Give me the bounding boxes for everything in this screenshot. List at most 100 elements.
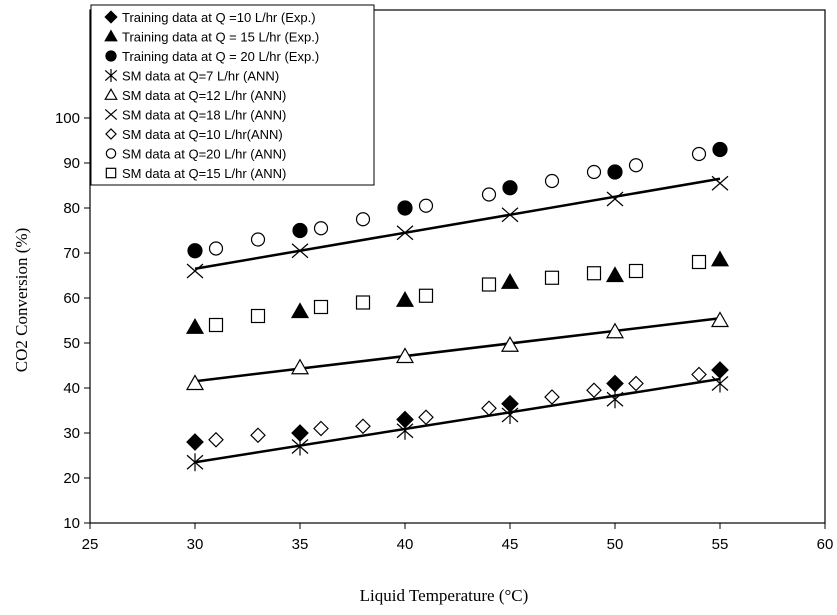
y-tick-label: 40	[63, 380, 80, 397]
data-point	[710, 250, 730, 267]
data-point	[104, 88, 118, 100]
data-point	[500, 336, 520, 352]
data-point	[313, 299, 329, 315]
x-tick-label: 30	[187, 536, 204, 553]
data-point	[586, 164, 602, 180]
x-tick-label: 55	[712, 536, 729, 553]
data-point	[186, 433, 204, 451]
data-point	[502, 180, 518, 196]
plot-area	[89, 9, 826, 524]
data-point	[104, 69, 118, 82]
data-point	[355, 212, 371, 227]
data-point	[500, 273, 520, 289]
data-point	[395, 347, 415, 364]
data-point	[313, 221, 329, 236]
data-point	[712, 141, 728, 158]
data-point	[292, 222, 308, 239]
y-ticks: 10 20 30 40 50 60 70 80 90 100	[55, 110, 90, 532]
legend-entry: SM data at Q=7 L/hr (ANN)	[122, 69, 279, 84]
data-point	[104, 29, 118, 42]
data-point	[208, 241, 224, 256]
data-point	[355, 295, 371, 310]
data-point	[605, 322, 625, 339]
data-point	[544, 389, 560, 405]
y-tick-label: 50	[63, 335, 80, 352]
data-point	[396, 410, 414, 429]
y-tick-label: 20	[63, 470, 80, 487]
data-point	[208, 317, 224, 333]
legend-entry: SM data at Q=10 L/hr(ANN)	[122, 127, 283, 142]
data-point	[291, 243, 309, 259]
data-point	[501, 207, 519, 223]
data-point	[396, 225, 414, 241]
data-point	[208, 431, 224, 448]
data-point	[544, 270, 560, 285]
data-point	[606, 390, 624, 409]
data-point	[418, 409, 434, 426]
data-point	[586, 266, 602, 281]
data-point	[395, 291, 415, 307]
data-point	[186, 453, 204, 472]
data-point	[544, 173, 560, 189]
data-point	[711, 175, 729, 191]
legend-entry: SM data at Q=12 L/hr (ANN)	[122, 88, 286, 103]
data-point	[586, 382, 602, 399]
data-point	[606, 374, 624, 393]
data-point	[397, 200, 413, 216]
data-point	[291, 424, 309, 442]
y-tick-label: 100	[55, 110, 80, 127]
data-point	[250, 427, 266, 444]
x-tick-label: 60	[817, 536, 834, 553]
data-point	[628, 158, 644, 173]
y-tick-label: 80	[63, 200, 80, 217]
legend-box	[90, 4, 375, 186]
legend-entry: Training data at Q =10 L/hr (Exp.)	[122, 10, 316, 25]
data-point	[691, 366, 707, 383]
data-point	[418, 288, 434, 303]
y-axis-title: CO2 Conversion (%)	[12, 228, 31, 372]
x-tick-label: 25	[82, 536, 99, 553]
data-point	[481, 187, 497, 202]
x-tick-label: 45	[502, 536, 519, 553]
legend-entry: Training data at Q = 15 L/hr (Exp.)	[122, 30, 319, 45]
data-point	[104, 10, 118, 24]
data-point	[105, 128, 117, 140]
data-point	[628, 263, 644, 279]
data-point	[313, 420, 329, 437]
plot-frame	[89, 9, 826, 524]
data-point	[605, 266, 625, 283]
data-point	[104, 109, 118, 120]
data-point	[185, 318, 205, 334]
trend-lines	[194, 177, 721, 464]
data-point	[710, 311, 730, 328]
data-point	[607, 164, 623, 180]
y-tick-label: 60	[63, 290, 80, 307]
x-tick-label: 35	[292, 536, 309, 553]
x-ticks: 25 30 35 40 45 50 55 60	[82, 523, 834, 553]
legend-entry: SM data at Q=15 L/hr (ANN)	[122, 166, 286, 181]
data-point	[481, 400, 497, 417]
data-point	[105, 50, 117, 62]
x-tick-label: 50	[607, 536, 624, 553]
data-point	[250, 308, 266, 324]
y-tick-label: 10	[63, 515, 80, 532]
data-point	[290, 358, 310, 375]
data-point	[186, 263, 204, 279]
data-point	[606, 191, 624, 207]
legend-entry: SM data at Q=20 L/hr (ANN)	[122, 147, 286, 162]
data-point	[711, 361, 729, 379]
data-point	[691, 254, 707, 270]
y-tick-label: 90	[63, 155, 80, 172]
data-point	[628, 375, 644, 392]
data-point	[250, 232, 266, 247]
y-tick-label: 30	[63, 425, 80, 442]
data-point	[187, 243, 203, 259]
data-point	[355, 418, 371, 435]
y-tick-label: 70	[63, 245, 80, 262]
data-markers	[185, 141, 730, 472]
x-tick-label: 40	[397, 536, 414, 553]
data-point	[185, 374, 205, 391]
legend-entry: Training data at Q = 20 L/hr (Exp.)	[122, 49, 319, 64]
trend-line	[194, 317, 721, 383]
